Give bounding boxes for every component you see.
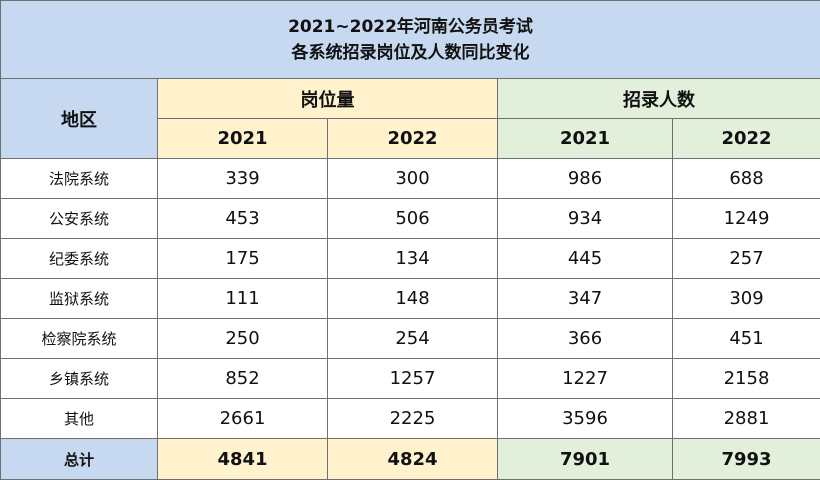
- table-row: 地区岗位量招录人数: [1, 79, 820, 119]
- value-cell: 1227: [498, 359, 673, 399]
- value-cell: 1257: [328, 359, 498, 399]
- system-name: 检察院系统: [1, 319, 158, 359]
- value-cell: 688: [673, 159, 820, 199]
- value-cell: 300: [328, 159, 498, 199]
- value-cell: 934: [498, 199, 673, 239]
- value-cell: 2661: [158, 399, 328, 439]
- value-cell: 1249: [673, 199, 820, 239]
- year-header: 2022: [673, 119, 820, 159]
- system-name: 监狱系统: [1, 279, 158, 319]
- total-value: 4824: [328, 439, 498, 480]
- group-header: 招录人数: [498, 79, 820, 119]
- year-header: 2021: [158, 119, 328, 159]
- value-cell: 309: [673, 279, 820, 319]
- value-cell: 148: [328, 279, 498, 319]
- value-cell: 254: [328, 319, 498, 359]
- value-cell: 366: [498, 319, 673, 359]
- value-cell: 445: [498, 239, 673, 279]
- value-cell: 134: [328, 239, 498, 279]
- value-cell: 2881: [673, 399, 820, 439]
- year-header: 2022: [328, 119, 498, 159]
- value-cell: 339: [158, 159, 328, 199]
- total-label: 总计: [1, 439, 158, 480]
- value-cell: 453: [158, 199, 328, 239]
- value-cell: 250: [158, 319, 328, 359]
- value-cell: 451: [673, 319, 820, 359]
- value-cell: 2158: [673, 359, 820, 399]
- value-cell: 852: [158, 359, 328, 399]
- system-name: 其他: [1, 399, 158, 439]
- value-cell: 175: [158, 239, 328, 279]
- total-value: 4841: [158, 439, 328, 480]
- value-cell: 986: [498, 159, 673, 199]
- value-cell: 2225: [328, 399, 498, 439]
- title-line: 2021~2022年河南公务员考试: [1, 14, 820, 40]
- title-cell: 2021~2022年河南公务员考试 各系统招录岗位及人数同比变化: [1, 1, 820, 79]
- region-header: 地区: [1, 79, 158, 159]
- system-name: 公安系统: [1, 199, 158, 239]
- title-line: 各系统招录岗位及人数同比变化: [1, 40, 820, 66]
- year-header: 2021: [498, 119, 673, 159]
- system-name: 乡镇系统: [1, 359, 158, 399]
- system-name: 法院系统: [1, 159, 158, 199]
- system-name: 纪委系统: [1, 239, 158, 279]
- value-cell: 347: [498, 279, 673, 319]
- group-header: 岗位量: [158, 79, 498, 119]
- value-cell: 111: [158, 279, 328, 319]
- value-cell: 506: [328, 199, 498, 239]
- total-value: 7901: [498, 439, 673, 480]
- value-cell: 3596: [498, 399, 673, 439]
- total-value: 7993: [673, 439, 820, 480]
- value-cell: 257: [673, 239, 820, 279]
